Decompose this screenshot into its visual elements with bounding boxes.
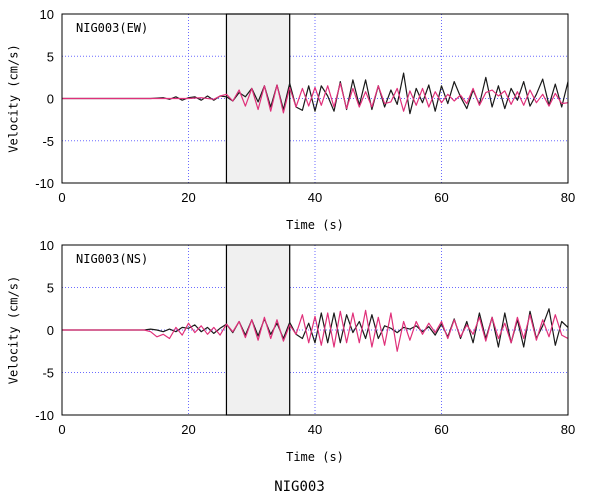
series-line-black bbox=[62, 308, 569, 348]
x-tick-label: 20 bbox=[181, 190, 195, 205]
figure-caption: NIG003 bbox=[274, 479, 325, 495]
highlight-window bbox=[225, 244, 291, 416]
y-tick-label: -10 bbox=[35, 408, 54, 423]
plot-frame bbox=[61, 244, 569, 416]
y-axis-label: Velocity (cm/s) bbox=[7, 44, 21, 152]
x-tick-label: 40 bbox=[308, 190, 322, 205]
tick-labels: 0 20 40 60 80 -10 -5 0 5 10 bbox=[35, 238, 575, 437]
x-axis-label: Time (s) bbox=[286, 218, 344, 232]
x-tick-label: 60 bbox=[434, 190, 448, 205]
y-tick-label: 5 bbox=[47, 49, 54, 64]
panel-label: NIG003(EW) bbox=[76, 21, 148, 35]
y-tick-label: 0 bbox=[47, 92, 54, 107]
x-axis-label: Time (s) bbox=[286, 450, 344, 464]
panel-ns: 0 20 40 60 80 -10 -5 0 5 10 NIG003(NS) Time (s) V… bbox=[7, 238, 576, 464]
y-tick-label: 0 bbox=[47, 323, 54, 338]
y-tick-label: 10 bbox=[40, 7, 54, 22]
series-line-red bbox=[62, 82, 569, 114]
traces bbox=[62, 308, 569, 352]
x-tick-label: 0 bbox=[58, 190, 65, 205]
y-tick-label: -5 bbox=[42, 134, 54, 149]
x-tick-label: 80 bbox=[561, 190, 575, 205]
x-tick-label: 60 bbox=[434, 422, 448, 437]
x-tick-label: 0 bbox=[58, 422, 65, 437]
panel-ew: 0 20 40 60 80 -10 -5 0 5 10 NIG003(EW) Time (s) V… bbox=[7, 7, 576, 232]
y-axis-label: Velocity (cm/s) bbox=[7, 276, 21, 384]
y-tick-label: 10 bbox=[40, 238, 54, 253]
series-line-red bbox=[62, 309, 569, 352]
y-tick-label: -5 bbox=[42, 366, 54, 381]
traces bbox=[62, 72, 569, 115]
y-tick-label: -10 bbox=[35, 176, 54, 191]
x-tick-label: 80 bbox=[561, 422, 575, 437]
panel-label: NIG003(NS) bbox=[76, 252, 148, 266]
tick-labels: 0 20 40 60 80 -10 -5 0 5 10 bbox=[35, 7, 575, 205]
x-tick-label: 40 bbox=[308, 422, 322, 437]
x-tick-label: 20 bbox=[181, 422, 195, 437]
y-tick-label: 5 bbox=[47, 281, 54, 296]
plot-frame bbox=[61, 13, 569, 184]
